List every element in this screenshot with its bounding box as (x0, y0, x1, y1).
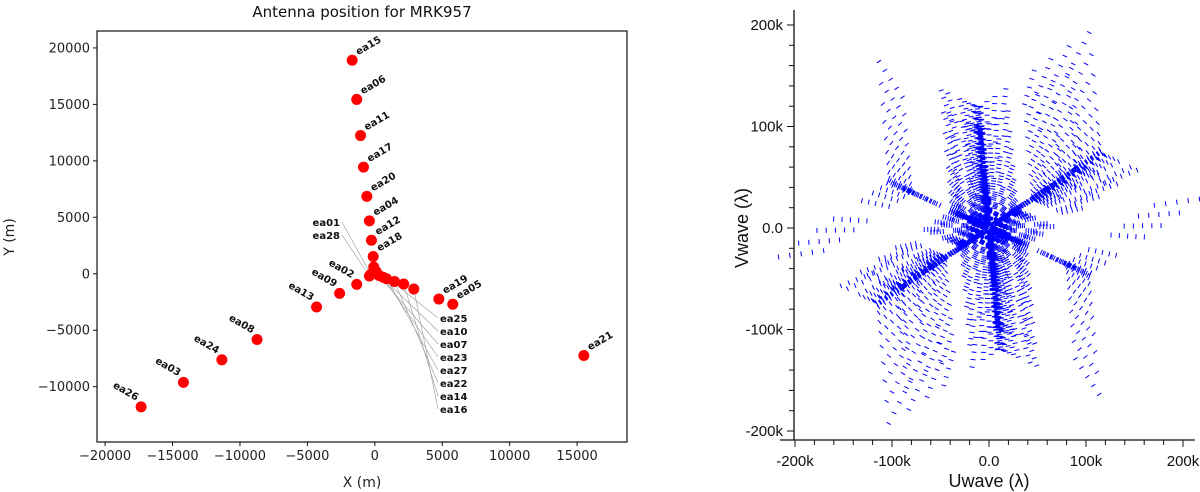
x-tick-label: 15000 (556, 449, 597, 464)
antenna-marker-ea08 (251, 333, 263, 345)
y-tick-label: 15000 (49, 98, 90, 113)
x-tick-label: −15000 (146, 449, 198, 464)
label-leader-line (382, 276, 439, 358)
antenna-label-ea27: ea27 (440, 366, 467, 377)
antenna-label-ea28: ea28 (313, 231, 340, 242)
x-tick-label: −20000 (79, 449, 131, 464)
label-leader-line (413, 288, 439, 410)
antenna-label-ea08: ea08 (227, 313, 256, 336)
antenna-label-ea01: ea01 (313, 218, 340, 229)
uv-coverage-plot: -200k -100k 0.0 100k 200k 200k 100k 0.0 -100k -20… (732, 10, 1200, 491)
antenna-label-ea20: ea20 (369, 171, 398, 194)
label-leader-line (386, 278, 439, 371)
antenna-marker-ea05 (447, 298, 459, 310)
x-tick-label: 0 (371, 449, 379, 464)
x-tick-label: -200k (776, 453, 814, 470)
x-axis-label: X (m) (343, 475, 382, 491)
x-axis-label: Uwave (λ) (948, 471, 1029, 491)
antenna-label-ea21: ea21 (586, 330, 615, 353)
antenna-marker-ea06 (351, 93, 363, 105)
x-tick-label: 100k (1070, 453, 1103, 470)
antenna-label-ea13: ea13 (286, 280, 315, 303)
y-tick-label: 100k (750, 119, 783, 136)
x-tick-label: 5000 (426, 449, 459, 464)
antenna-marker-ea28 (363, 270, 375, 282)
y-tick-label: −10000 (38, 380, 90, 395)
x-tick-label: 0.0 (979, 453, 1000, 470)
label-leader-line (394, 281, 439, 384)
antenna-label-ea14: ea14 (440, 392, 467, 403)
y-axis-label: Vwave (λ) (732, 188, 752, 268)
antenna-marker-ea14 (398, 278, 410, 290)
antenna-label-ea22: ea22 (440, 379, 467, 390)
antenna-marker-ea12 (365, 234, 377, 246)
antenna-marker-ea09 (334, 287, 346, 299)
antenna-marker-ea17 (357, 161, 369, 173)
y-tick-label: 200k (750, 17, 783, 34)
antenna-marker-ea16 (408, 283, 420, 295)
y-tick-label: -100k (745, 322, 783, 339)
antenna-label-ea15: ea15 (354, 35, 383, 58)
antenna-position-plot: Antenna position for MRK957 −20000 −15000… (2, 3, 628, 491)
antenna-label-ea26: ea26 (111, 380, 140, 403)
antenna-label-ea10: ea10 (440, 327, 467, 338)
x-tick-label: 200k (1167, 453, 1200, 470)
antenna-marker-ea13 (311, 301, 323, 313)
antenna-label-ea16: ea16 (440, 405, 467, 416)
label-leader-line (403, 283, 439, 397)
x-tick-label: −5000 (285, 449, 329, 464)
antenna-marker-ea26 (135, 401, 147, 413)
x-tick-label: 10000 (489, 449, 530, 464)
antenna-marker-ea11 (355, 130, 367, 142)
antenna-label-ea17: ea17 (365, 141, 394, 164)
y-tick-label: 5000 (57, 211, 90, 226)
y-tick-label: -200k (745, 423, 783, 440)
antenna-marker-ea18 (367, 250, 379, 262)
x-tick-label: -100k (873, 453, 911, 470)
antenna-marker-ea15 (346, 54, 358, 66)
antenna-marker-ea24 (216, 354, 228, 366)
x-tick-label: −10000 (214, 449, 266, 464)
label-leader-line (341, 221, 372, 275)
uv-samples (777, 30, 1200, 426)
y-tick-label: 0.0 (762, 220, 783, 237)
antenna-marker-ea02 (351, 278, 363, 290)
antenna-label-ea25: ea25 (440, 314, 467, 325)
antenna-marker-ea22 (389, 275, 401, 287)
antenna-label-ea07: ea07 (440, 340, 467, 351)
antenna-label-ea06: ea06 (359, 74, 388, 97)
plot-frame (96, 30, 628, 443)
label-leader-line (341, 234, 370, 277)
antenna-label-ea03: ea03 (153, 356, 182, 379)
antenna-marker-ea20 (361, 190, 373, 202)
antenna-label-ea23: ea23 (440, 353, 467, 364)
y-tick-label: 20000 (49, 41, 90, 56)
y-tick-label: 10000 (49, 154, 90, 169)
y-tick-label: 0 (82, 267, 90, 282)
antenna-marker-ea19 (433, 293, 445, 305)
antenna-label-ea11: ea11 (363, 110, 392, 133)
y-tick-label: −5000 (46, 324, 90, 339)
antenna-label-ea24: ea24 (192, 333, 221, 356)
chart-title: Antenna position for MRK957 (252, 3, 471, 21)
y-axis-label: Y (m) (2, 218, 18, 257)
antenna-marker-ea03 (177, 376, 189, 388)
label-leader-line (378, 275, 439, 345)
antenna-marker-ea04 (363, 215, 375, 227)
antenna-marker-ea21 (578, 350, 590, 362)
